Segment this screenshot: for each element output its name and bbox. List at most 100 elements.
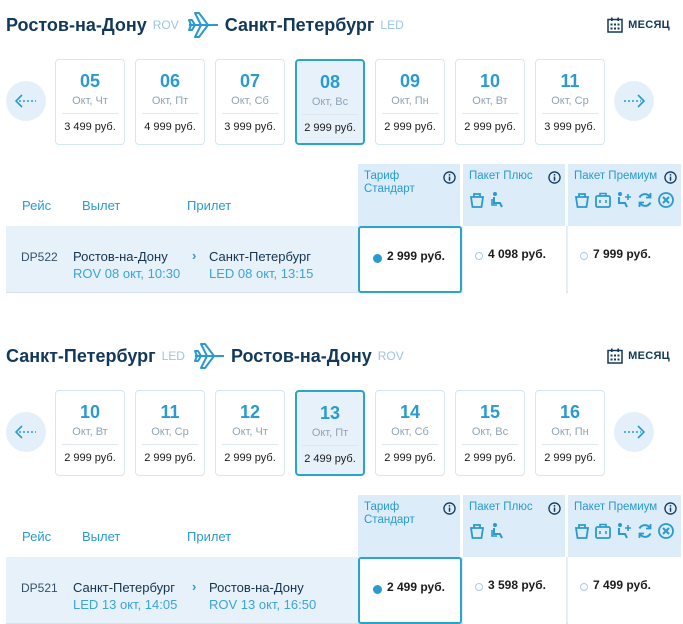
tariff-plus-header: Пакет Плюс xyxy=(463,164,567,226)
exchange-icon xyxy=(638,193,652,207)
date-number: 06 xyxy=(159,71,181,91)
date-number: 15 xyxy=(479,402,501,422)
date-price: 2 999 руб. xyxy=(544,452,596,464)
prev-dates-button[interactable] xyxy=(6,81,46,121)
departure-time: LED 13 окт, 14:05 xyxy=(73,597,178,612)
from-code: ROV xyxy=(152,18,179,32)
arrow-left-icon xyxy=(15,425,36,439)
date-number: 11 xyxy=(560,71,580,91)
baggage-icon xyxy=(469,193,485,208)
date-price: 2 999 руб. xyxy=(384,121,436,133)
date-number: 12 xyxy=(239,402,261,422)
date-card[interactable]: 06 Окт, Пт 4 999 руб. xyxy=(135,59,205,145)
date-number: 11 xyxy=(160,402,180,422)
info-icon[interactable] xyxy=(664,171,677,184)
fare-price: 3 598 руб. xyxy=(488,578,546,592)
date-weekday: Окт, Ср xyxy=(151,426,189,438)
from-city: Ростов-на-Дону xyxy=(6,14,147,35)
fare-standard-option[interactable]: 2 499 руб. xyxy=(358,557,462,624)
divider xyxy=(222,444,278,445)
divider xyxy=(462,444,518,445)
radio-selected xyxy=(373,254,382,263)
date-card[interactable]: 07 Окт, Сб 3 999 руб. xyxy=(215,59,285,145)
tariff-features xyxy=(573,522,675,540)
baggage-icon xyxy=(574,524,590,539)
divider xyxy=(142,444,198,445)
date-weekday: Окт, Вт xyxy=(472,95,508,107)
date-weekday: Окт, Сб xyxy=(231,95,269,107)
date-price: 2 999 руб. xyxy=(464,121,516,133)
fare-price: 7 999 руб. xyxy=(593,247,651,261)
divider xyxy=(222,113,278,114)
seat-icon xyxy=(491,523,503,539)
date-number: 13 xyxy=(319,403,341,423)
date-number: 10 xyxy=(79,402,101,422)
date-card[interactable]: 16 Окт, Пн 2 999 руб. xyxy=(535,390,605,476)
fare-plus-option[interactable]: 3 598 руб. xyxy=(463,557,567,624)
date-weekday: Окт, Вс xyxy=(471,426,509,438)
date-card[interactable]: 09 Окт, Пн 2 999 руб. xyxy=(375,59,445,145)
route-header: Ростов-на-Дону ROV Санкт-Петербург LED xyxy=(6,8,410,42)
to-city: Ростов-на-Дону xyxy=(230,345,372,366)
date-card[interactable]: 11 Окт, Ср 3 999 руб. xyxy=(535,59,605,145)
tariff-plus-header: Пакет Плюс xyxy=(463,495,567,557)
plane-icon xyxy=(187,12,218,38)
divider xyxy=(302,445,358,446)
month-label: МЕСЯЦ xyxy=(628,350,670,362)
tariff-name: Пакет Премиум xyxy=(574,501,658,513)
date-card[interactable]: 10 Окт, Вт 2 999 руб. xyxy=(455,59,525,145)
seat-icon xyxy=(491,192,503,208)
date-card[interactable]: 14 Окт, Сб 2 999 руб. xyxy=(375,390,445,476)
column-header-departure: Вылет xyxy=(82,529,121,544)
fare-plus-option[interactable]: 4 098 руб. xyxy=(463,226,567,293)
arrival-time: LED 08 окт, 13:15 xyxy=(209,266,314,281)
arrival-city: Санкт-Петербург xyxy=(209,249,311,264)
date-card-selected[interactable]: 13 Окт, Пт 2 499 руб. xyxy=(295,390,365,476)
arrow-left-icon xyxy=(15,94,36,108)
column-header-arrival: Прилет xyxy=(187,529,232,544)
fare-premium-option[interactable]: 7 499 руб. xyxy=(568,557,683,624)
month-label: МЕСЯЦ xyxy=(628,19,670,31)
next-dates-button[interactable] xyxy=(614,81,654,121)
tariff-name: Тариф Стандарт xyxy=(364,170,415,195)
seat-plus-icon xyxy=(618,192,631,208)
chevron-right-icon: › xyxy=(192,579,197,594)
next-dates-button[interactable] xyxy=(614,412,654,452)
date-card[interactable]: 11 Окт, Ср 2 999 руб. xyxy=(135,390,205,476)
tariff-premium-header: Пакет Премиум xyxy=(568,495,683,557)
divider xyxy=(62,113,118,114)
month-view-button[interactable]: МЕСЯЦ xyxy=(607,17,670,33)
date-card-selected[interactable]: 08 Окт, Вс 2 999 руб. xyxy=(295,59,365,145)
fare-premium-option[interactable]: 7 999 руб. xyxy=(568,226,683,293)
date-price: 2 999 руб. xyxy=(144,452,196,464)
info-icon[interactable] xyxy=(548,502,561,515)
divider xyxy=(142,113,198,114)
info-icon[interactable] xyxy=(443,502,456,515)
month-view-button[interactable]: МЕСЯЦ xyxy=(607,348,670,364)
arrival-time: ROV 13 окт, 16:50 xyxy=(209,597,317,612)
info-icon[interactable] xyxy=(443,171,456,184)
date-card[interactable]: 15 Окт, Вс 2 999 руб. xyxy=(455,390,525,476)
departure-time: ROV 08 окт, 10:30 xyxy=(73,266,181,281)
date-weekday: Окт, Пт xyxy=(311,427,349,439)
arrow-right-icon xyxy=(624,425,645,439)
date-price: 2 999 руб. xyxy=(464,452,516,464)
calendar-icon xyxy=(607,17,623,33)
suitcase-icon xyxy=(595,523,611,539)
flight-number: DP521 xyxy=(21,581,58,595)
tariff-name: Пакет Плюс xyxy=(469,170,533,182)
date-card[interactable]: 05 Окт, Чт 3 499 руб. xyxy=(55,59,125,145)
tariff-features xyxy=(468,191,507,209)
fare-price: 2 499 руб. xyxy=(387,580,445,594)
prev-dates-button[interactable] xyxy=(6,412,46,452)
info-icon[interactable] xyxy=(548,171,561,184)
info-icon[interactable] xyxy=(664,502,677,515)
date-weekday: Окт, Чт xyxy=(232,426,268,438)
tariff-features xyxy=(468,522,507,540)
date-card[interactable]: 10 Окт, Вт 2 999 руб. xyxy=(55,390,125,476)
date-number: 16 xyxy=(559,402,581,422)
radio-unselected xyxy=(475,252,483,260)
divider xyxy=(62,444,118,445)
date-card[interactable]: 12 Окт, Чт 2 999 руб. xyxy=(215,390,285,476)
fare-standard-option[interactable]: 2 999 руб. xyxy=(358,226,462,293)
